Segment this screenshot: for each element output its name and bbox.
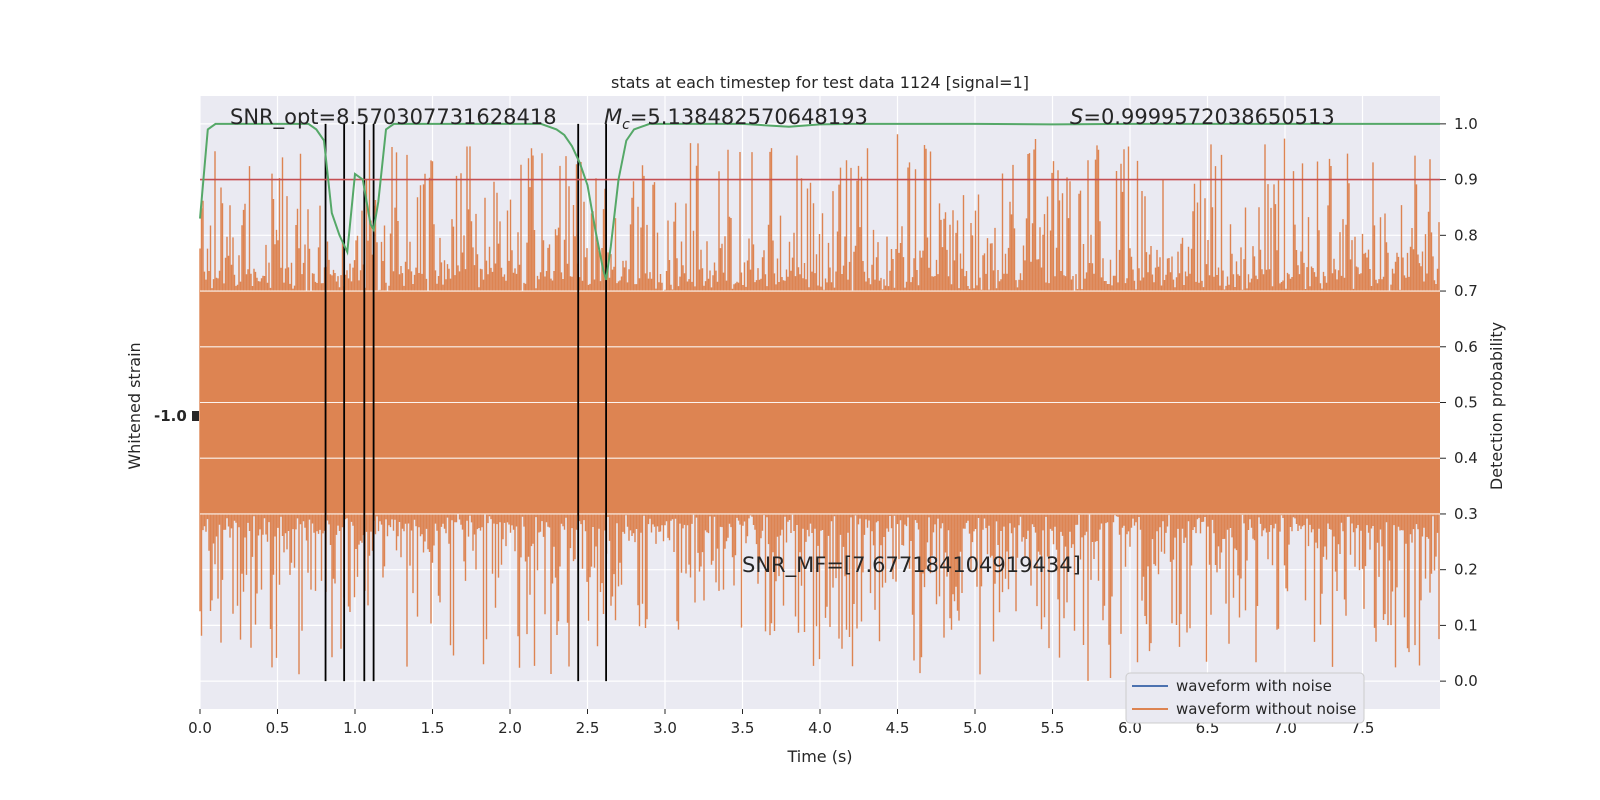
score-annotation: S=0.9999572038650513: [1070, 105, 1335, 129]
waveform-spikes: [199, 134, 1440, 681]
score-symbol: S: [1070, 105, 1083, 129]
y-tick-label: 0.5: [1454, 394, 1478, 412]
y-tick-label: 0.0: [1454, 672, 1478, 690]
chirp-mass-subscript: c: [622, 117, 630, 133]
detection-probability-line: [199, 122, 1440, 281]
x-tick-label: 3.5: [731, 719, 755, 737]
legend: waveform with noise waveform without noi…: [1125, 672, 1365, 724]
y-tick-label: 0.8: [1454, 226, 1478, 244]
snr-mf-annotation: SNR_MF=[7.677184104919434]: [742, 553, 1081, 578]
legend-box: [1125, 672, 1365, 724]
left-axis-overlapping-ticks: -1.0: [154, 407, 199, 425]
left-tick-mark: [192, 411, 199, 421]
y-tick-label: 0.3: [1454, 505, 1478, 523]
left-tick-label-overlap: -1.0: [154, 407, 187, 425]
y-tick-label: 0.4: [1454, 449, 1478, 467]
y-tick-label: 0.6: [1454, 338, 1478, 356]
x-axis-label: Time (s): [786, 747, 852, 766]
x-tick-label: 2.0: [498, 719, 522, 737]
snr-opt-annotation: SNR_opt=8.570307731628418: [230, 105, 557, 130]
x-tick-label: 0.0: [188, 719, 212, 737]
y-tick-label: 0.9: [1454, 171, 1478, 189]
x-tick-label: 4.0: [808, 719, 832, 737]
x-tick-label: 1.5: [421, 719, 445, 737]
x-tick-label: 5.5: [1041, 719, 1065, 737]
right-y-axis-label: Detection probability: [1487, 322, 1506, 490]
y-tick-label: 0.1: [1454, 616, 1478, 634]
x-tick-label: 4.5: [886, 719, 910, 737]
chirp-mass-symbol: M: [604, 105, 622, 129]
chirp-mass-value: =5.138482570648193: [630, 105, 868, 129]
x-tick-label: 3.0: [653, 719, 677, 737]
trigger-lines: [324, 123, 607, 682]
y-tick-label: 0.2: [1454, 561, 1478, 579]
legend-label-waveform-without-noise: waveform without noise: [1176, 700, 1356, 718]
waveform-without-noise-series: [199, 134, 1440, 681]
score-value: =0.9999572038650513: [1083, 105, 1334, 129]
legend-label-waveform-with-noise: waveform with noise: [1176, 677, 1332, 695]
y-tick-label: 0.7: [1454, 282, 1478, 300]
x-axis-ticks: 0.0 0.5 1.0 1.5 2.0 2.5 3.0 3.5 4.0 4.5 5.0 5.5 6.0 6…: [188, 709, 1374, 737]
x-tick-label: 2.5: [576, 719, 600, 737]
right-axis-ticks: 0.0 0.1 0.2 0.3 0.4 0.5 0.6 0.7 0.8 0.9 1.0: [1440, 115, 1478, 690]
y-tick-label: 1.0: [1454, 115, 1478, 133]
x-tick-label: 0.5: [266, 719, 290, 737]
left-y-axis-label: Whitened strain: [125, 342, 144, 469]
x-tick-label: 5.0: [963, 719, 987, 737]
chart-title: stats at each timestep for test data 112…: [611, 73, 1029, 92]
chirp-mass-annotation: Mc=5.138482570648193: [604, 105, 868, 133]
x-tick-label: 1.0: [343, 719, 367, 737]
